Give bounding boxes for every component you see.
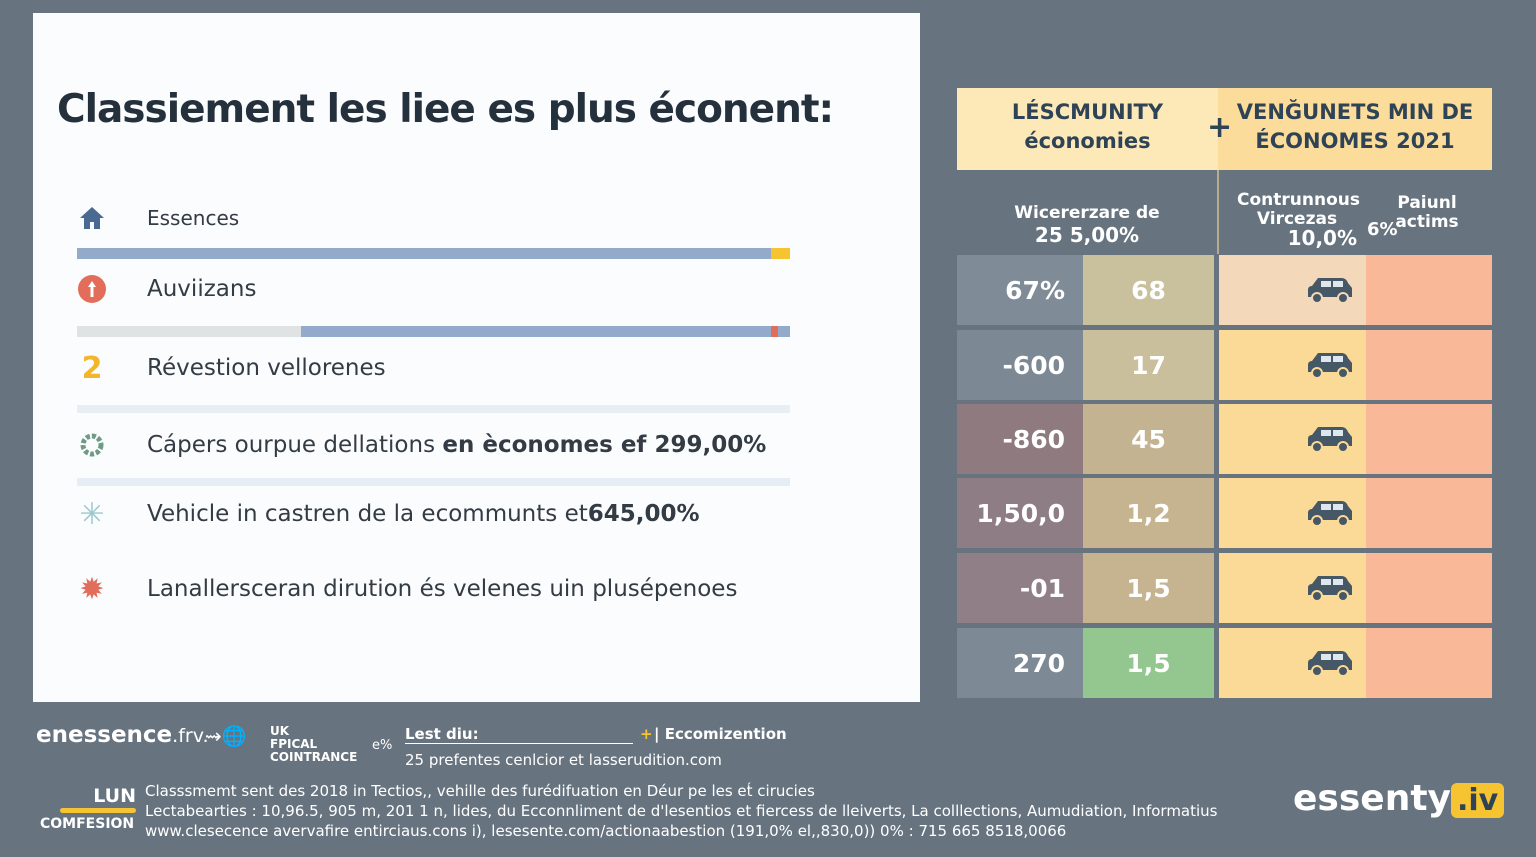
cell-empty	[1366, 628, 1492, 698]
gear-icon	[77, 430, 107, 460]
car-icon	[1308, 353, 1352, 379]
plus-icon: +	[1207, 110, 1233, 145]
cell-empty	[1366, 404, 1492, 474]
cell-value-b: 1,2	[1083, 478, 1214, 548]
cell-value-a: 270	[957, 628, 1083, 698]
badge-pct: e%	[372, 738, 393, 753]
cell-value-a: 1,50,0	[957, 478, 1083, 548]
cell-value-b: 1,5	[1083, 553, 1214, 623]
divider	[77, 405, 790, 413]
globe-icon: ⇝🌐	[205, 724, 247, 748]
table-row: 1,50,0 1,2	[957, 478, 1492, 548]
subheader-right: Paiunl actims 6%	[1367, 193, 1459, 240]
car-cell	[1219, 330, 1366, 400]
car-cell	[1219, 478, 1366, 548]
cell-value-b: 1,5	[1083, 628, 1214, 698]
table-row: -01 1,5	[957, 553, 1492, 623]
list-item: 2 Révestion vellorenes	[77, 350, 386, 386]
lest-label: Lest diu:	[405, 725, 633, 744]
essenty-logo: essenty .iv	[1293, 778, 1505, 819]
item-label: Auviizans	[147, 276, 257, 302]
item-label: Cápers ourpue dellations	[147, 432, 436, 458]
car-cell	[1219, 628, 1366, 698]
car-icon	[1308, 278, 1352, 304]
item-label: Lanallersceran dirution és velenes uin p…	[147, 576, 738, 602]
cell-value-b: 68	[1083, 255, 1214, 325]
car-cell	[1219, 404, 1366, 474]
table-row: -600 17	[957, 330, 1492, 400]
car-cell	[1219, 553, 1366, 623]
car-icon	[1308, 501, 1352, 527]
ranking-card: Classiement les liee es plus éconent: Es…	[33, 13, 920, 702]
item-highlight: en èconomes ef 299,00%	[442, 432, 767, 458]
alert-circle-icon	[77, 274, 107, 304]
table-row: -860 45	[957, 404, 1492, 474]
plus-icon: +	[640, 725, 653, 743]
brand-logo: enessence.frv.	[36, 722, 209, 748]
car-cell	[1219, 255, 1366, 325]
table-row: 270 1,5	[957, 628, 1492, 698]
car-icon	[1308, 576, 1352, 602]
item-label: Révestion vellorenes	[147, 355, 386, 381]
snowflake-icon: ✳	[79, 496, 105, 532]
cell-value-a: -860	[957, 404, 1083, 474]
progress-bar	[77, 248, 790, 259]
pref-link[interactable]: 25 prefentes cenlcior et lasserudition.c…	[405, 751, 722, 769]
item-label: Essences	[147, 206, 240, 230]
car-icon	[1308, 427, 1352, 453]
lun-logo: LUN COMFESION	[40, 785, 136, 832]
list-item: ✹ Lanallersceran dirution és velenes uin…	[77, 571, 738, 607]
cell-value-a: -01	[957, 553, 1083, 623]
cell-empty	[1366, 553, 1492, 623]
number-2-icon: 2	[81, 350, 103, 386]
subheader-left: Wicererzare de 25 5,00%	[1014, 203, 1160, 248]
cell-value-b: 17	[1083, 330, 1214, 400]
subheader-mid: Contrunnous Vircezas 10,0%	[1237, 190, 1360, 250]
header-left: LÉSCMUNITY économies	[957, 88, 1218, 170]
header-right: VENĞUNETS MIN DE ÉCONOMES 2021	[1218, 88, 1492, 170]
list-item: Auviizans	[77, 274, 256, 304]
car-icon	[1308, 651, 1352, 677]
item-highlight: 645,00%	[587, 501, 700, 527]
cell-empty	[1366, 478, 1492, 548]
cell-value-a: -600	[957, 330, 1083, 400]
eco-label: | Eccomizention	[654, 725, 787, 743]
splat-icon: ✹	[79, 571, 105, 607]
list-item: ✳ Vehicle in castren de la ecommunts et …	[77, 496, 700, 532]
footer-notes: Classsmemt sent des 2018 in Tectios,, ve…	[145, 782, 1218, 840]
badge-logo: UK FPICAL COINTRANCE	[270, 724, 358, 764]
divider	[1217, 170, 1219, 254]
cell-empty	[1366, 330, 1492, 400]
table-row: 67% 68	[957, 255, 1492, 325]
item-label: Vehicle in castren de la ecommunts et	[147, 501, 588, 527]
cell-value-b: 45	[1083, 404, 1214, 474]
divider	[77, 478, 790, 486]
progress-bar	[77, 326, 790, 337]
list-item: Essences	[77, 203, 239, 233]
page-title: Classiement les liee es plus éconent:	[57, 87, 834, 132]
list-item: Cápers ourpue dellations en èconomes ef …	[77, 430, 766, 460]
cell-empty	[1366, 255, 1492, 325]
home-icon	[77, 203, 107, 233]
cell-value-a: 67%	[957, 255, 1083, 325]
